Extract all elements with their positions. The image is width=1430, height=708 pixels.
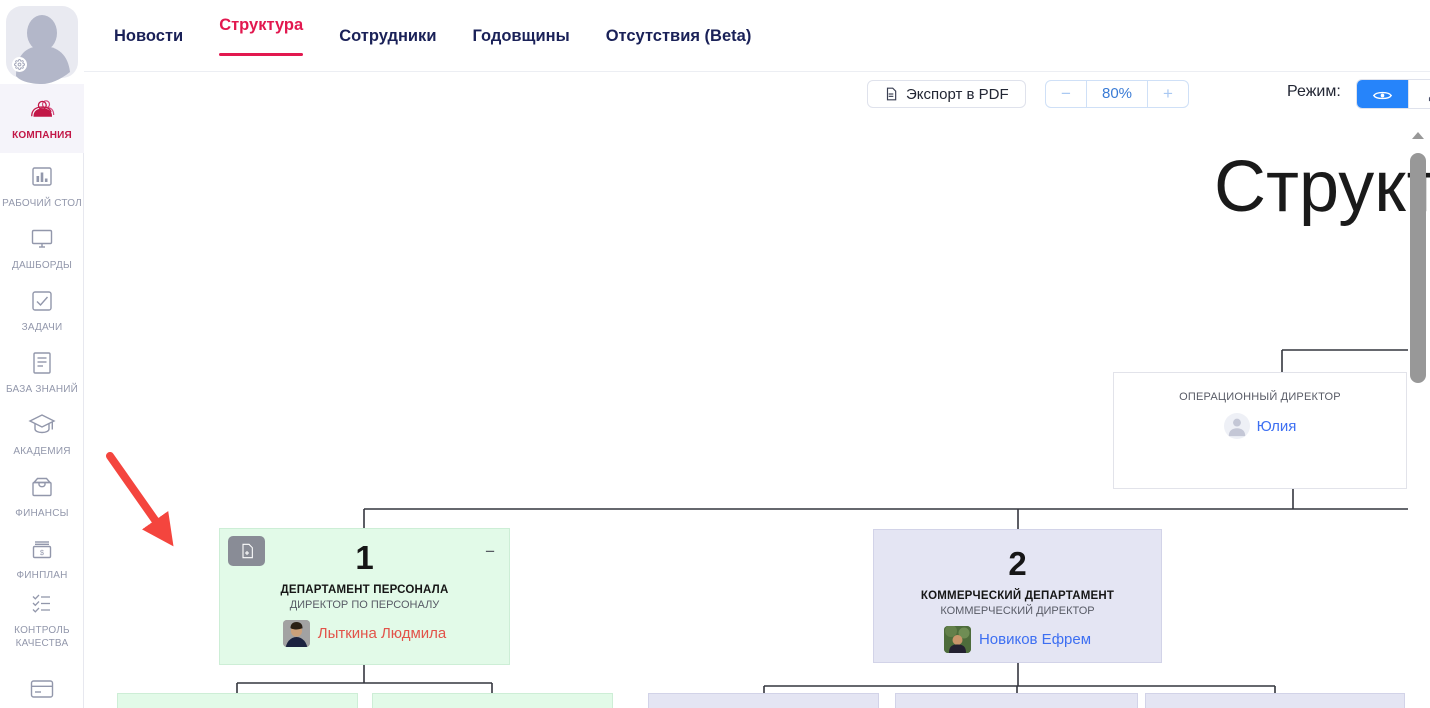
svg-text:$: $ (40, 550, 44, 557)
